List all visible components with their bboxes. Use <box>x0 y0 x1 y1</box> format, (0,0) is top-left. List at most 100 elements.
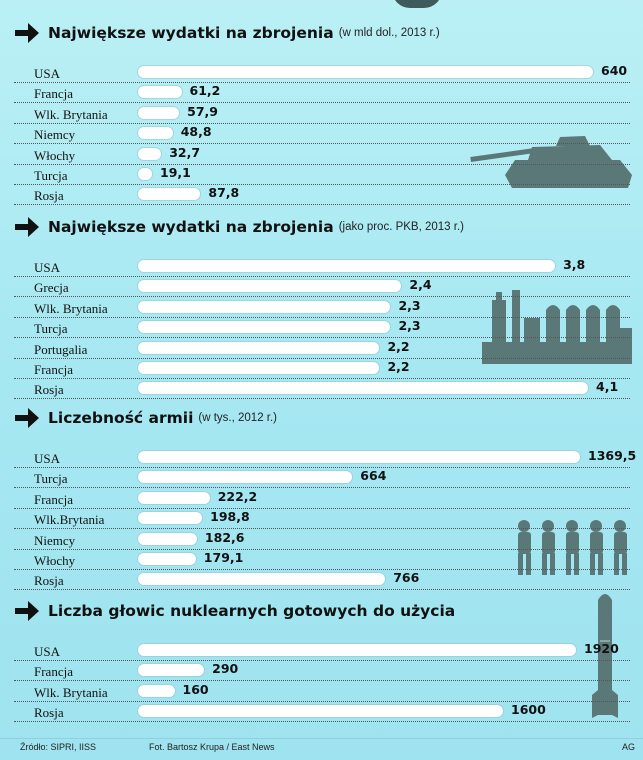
bar-row: USA 1920 <box>14 640 630 661</box>
data-label: 290 <box>212 661 239 677</box>
data-label: 57,9 <box>187 103 218 119</box>
bar-row: Rosja 1600 <box>14 701 630 723</box>
bar <box>138 127 173 140</box>
footer-photo-credit: Fot. Bartosz Krupa / East News <box>149 742 275 752</box>
data-label: 222,2 <box>217 488 258 504</box>
bar <box>138 188 201 201</box>
chart-section-4: Liczba głowic nuklearnych gotowych do uż… <box>14 598 634 723</box>
category-label: Włochy <box>34 553 76 568</box>
category-label: Francja <box>34 86 73 102</box>
category-label: Rosja <box>34 382 64 398</box>
category-label: Grecja <box>34 280 69 296</box>
data-label: 48,8 <box>180 124 212 140</box>
category-label: USA <box>34 644 61 659</box>
category-label: Wlk. Brytania <box>34 300 108 316</box>
bar <box>138 644 576 656</box>
data-label: 182,6 <box>204 529 245 545</box>
bar-row: Rosja 4,1 <box>14 378 630 400</box>
chart-title: Największe wydatki na zbrojenia <box>48 24 334 42</box>
soldiers-icon <box>518 520 627 575</box>
refinery-icon <box>482 290 632 364</box>
bar <box>138 451 580 463</box>
data-label: 3,8 <box>563 257 586 272</box>
chart-section-1: Największe wydatki na zbrojenia (w mld do… <box>14 20 634 206</box>
chart-header: Największe wydatki na zbrojenia (w mld do… <box>14 20 440 46</box>
chart-subtitle: (w mld dol., 2013 r.) <box>338 27 440 39</box>
data-label: 1920 <box>584 641 619 656</box>
data-label: 664 <box>360 468 387 484</box>
bar <box>138 321 391 334</box>
bar-row: Francja 222,2 <box>14 488 630 509</box>
bar-row: Włochy 32,7 <box>14 144 630 165</box>
arrow-right-icon <box>15 601 39 621</box>
data-label: 4,1 <box>596 379 619 395</box>
bar-row: Francja 2,2 <box>14 358 630 379</box>
chart-subtitle: (w tys., 2012 r.) <box>198 412 277 424</box>
footer-source: Źródło: SIPRI, IISS <box>20 742 97 752</box>
bar <box>138 280 402 293</box>
chart-header: Największe wydatki na zbrojenia (jako pro… <box>14 214 464 240</box>
bar-row: Niemcy 182,6 <box>14 529 630 550</box>
category-label: Rosja <box>34 705 64 721</box>
category-label: Francja <box>34 491 73 507</box>
bar <box>138 66 593 78</box>
chart-section-3: Liczebność armii (w tys., 2012 r.) USA 1369… <box>14 405 636 591</box>
bar <box>138 147 162 160</box>
category-label: Niemcy <box>34 532 76 548</box>
bar-row: Rosja 766 <box>14 569 630 591</box>
data-label: 19,1 <box>160 165 191 180</box>
bar-row: Wlk. Brytania 160 <box>14 681 630 702</box>
bar <box>138 553 196 565</box>
data-label: 766 <box>393 570 420 586</box>
bar <box>138 512 203 525</box>
bar-row: USA 3,8 <box>14 256 630 277</box>
bar <box>138 106 180 119</box>
bar-row: Francja 290 <box>14 660 630 682</box>
bar-row: USA 1369,5 <box>14 447 636 468</box>
chart-subtitle: (jako proc. PKB, 2013 r.) <box>338 221 464 233</box>
bar <box>138 382 588 395</box>
category-label: Turcja <box>34 168 68 183</box>
chart-title: Największe wydatki na zbrojenia <box>48 218 334 236</box>
bar-row: Francja 61,2 <box>14 82 630 104</box>
data-label: 160 <box>182 681 209 697</box>
bar <box>138 491 210 504</box>
bar <box>138 573 386 586</box>
chart-title: Liczebność armii <box>48 409 194 427</box>
chart-header: Liczba głowic nuklearnych gotowych do uż… <box>14 598 455 624</box>
category-label: Włochy <box>34 147 76 163</box>
chart-section-2: Największe wydatki na zbrojenia (jako pro… <box>14 214 634 400</box>
bar <box>138 86 182 99</box>
arrow-right-icon <box>15 217 39 237</box>
bar-row: Niemcy 48,8 <box>14 123 630 145</box>
chart-header: Liczebność armii (w tys., 2012 r.) <box>14 405 277 431</box>
missile-icon <box>592 594 618 718</box>
arrow-right-icon <box>15 408 39 428</box>
category-label: Rosja <box>34 573 64 589</box>
footer-divider <box>0 738 643 739</box>
footer-author: AG <box>622 742 636 752</box>
data-label: 2,3 <box>398 297 421 313</box>
category-label: Portugalia <box>34 341 88 357</box>
category-label: USA <box>34 260 61 275</box>
category-label: Rosja <box>34 188 64 204</box>
bar-row: Turcja 664 <box>14 467 630 489</box>
bar-row: Wlk. Brytania 2,3 <box>14 297 630 318</box>
category-label: USA <box>34 451 61 466</box>
chart-title: Liczba głowic nuklearnych gotowych do uż… <box>48 602 456 620</box>
data-label: 2,2 <box>387 338 410 354</box>
category-label: Wlk. Brytania <box>34 684 108 700</box>
data-label: 61,2 <box>189 83 221 99</box>
bar <box>138 362 380 374</box>
bar <box>138 664 205 677</box>
data-label: 2,3 <box>398 318 421 334</box>
category-label: Francja <box>34 362 73 377</box>
bar-row: Portugalia 2,2 <box>14 338 630 359</box>
bar <box>138 260 556 272</box>
data-label: 1369,5 <box>588 448 637 463</box>
bar <box>138 684 175 697</box>
data-label: 640 <box>601 63 628 78</box>
bar <box>138 300 391 313</box>
data-label: 2,2 <box>387 359 410 374</box>
